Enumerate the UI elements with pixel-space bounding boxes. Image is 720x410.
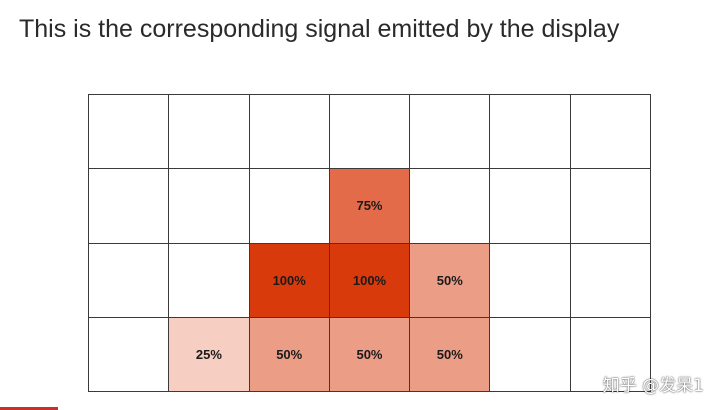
grid-cell xyxy=(89,95,170,170)
signal-cell-label: 25% xyxy=(195,346,222,362)
grid-cell xyxy=(329,95,411,170)
signal-cell: 100% xyxy=(329,243,411,318)
signal-grid: 75% 100% 100% 50% 25% 50% 50% 50% xyxy=(88,94,651,392)
signal-cell: 100% xyxy=(249,243,330,318)
signal-cell-label: 100% xyxy=(352,272,387,288)
signal-cell-label: 75% xyxy=(356,198,383,214)
signal-cell-label: 50% xyxy=(436,346,463,362)
grid-cell xyxy=(169,243,250,318)
grid-cell xyxy=(490,169,571,244)
signal-cell-label: 100% xyxy=(272,272,306,288)
grid-cell xyxy=(570,243,651,318)
signal-cell: 75% xyxy=(329,169,411,244)
slide-title: This is the corresponding signal emitted… xyxy=(19,15,620,43)
grid-cell xyxy=(490,317,571,392)
grid-cell xyxy=(490,95,571,170)
signal-cell-label: 50% xyxy=(276,346,303,362)
signal-cell-label: 50% xyxy=(356,346,383,362)
grid-cell xyxy=(249,95,330,170)
grid-cell xyxy=(89,243,170,318)
grid-cell xyxy=(249,169,330,244)
signal-cell: 50% xyxy=(410,317,491,392)
signal-cell: 50% xyxy=(410,243,491,318)
signal-cell: 50% xyxy=(329,317,411,392)
signal-cell-label: 50% xyxy=(436,272,463,288)
grid-cell xyxy=(410,95,491,170)
grid-cell xyxy=(169,95,250,170)
grid-cell xyxy=(89,169,170,244)
grid-cell xyxy=(490,243,571,318)
grid-cell xyxy=(570,95,651,170)
grid-cell xyxy=(410,169,491,244)
signal-cell: 50% xyxy=(249,317,330,392)
grid-cell xyxy=(570,317,651,392)
watermark: 知乎 @发呆1 xyxy=(602,376,704,396)
grid-cell xyxy=(570,169,651,244)
signal-cell: 25% xyxy=(169,317,250,392)
grid-cell xyxy=(89,317,170,392)
corner-mark xyxy=(0,407,58,410)
grid-cell xyxy=(169,169,250,244)
